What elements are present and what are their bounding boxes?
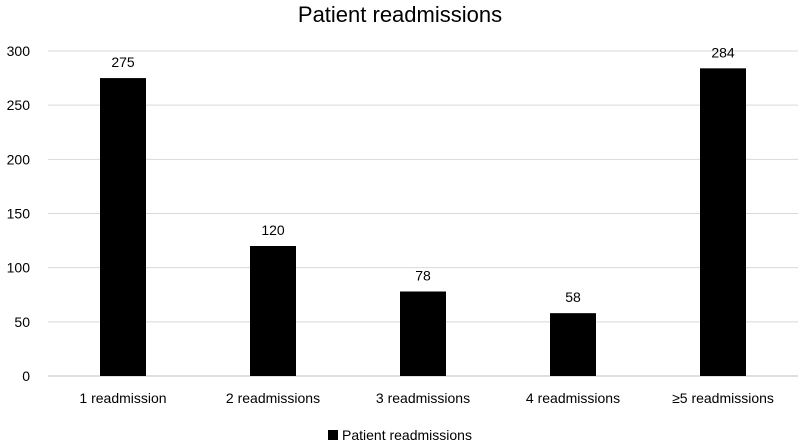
bar — [550, 313, 596, 376]
x-tick-label: ≥5 readmissions — [672, 390, 774, 406]
chart-title: Patient readmissions — [298, 2, 502, 27]
x-axis-ticks: 1 readmission 2 readmissions 3 readmission… — [79, 390, 774, 406]
bar-value-label: 284 — [711, 44, 735, 60]
bar — [250, 246, 296, 376]
x-tick-label: 3 readmissions — [376, 390, 470, 406]
gridlines — [48, 50, 798, 377]
data-labels: 275 120 78 58 284 — [111, 44, 735, 305]
y-tick-label: 100 — [7, 260, 31, 276]
bar — [400, 291, 446, 376]
bar-value-label: 120 — [261, 222, 285, 238]
bar — [100, 78, 146, 376]
y-axis-ticks: 0 50 100 150 200 250 300 — [7, 43, 31, 384]
y-tick-label: 200 — [7, 151, 31, 167]
x-tick-label: 4 readmissions — [526, 390, 620, 406]
bars — [100, 68, 746, 376]
y-tick-label: 50 — [14, 314, 30, 330]
bar-value-label: 275 — [111, 54, 135, 70]
y-tick-label: 150 — [7, 206, 31, 222]
y-tick-label: 300 — [7, 43, 31, 59]
bar-value-label: 58 — [565, 289, 581, 305]
y-tick-label: 0 — [22, 368, 30, 384]
bar — [700, 68, 746, 376]
legend: Patient readmissions — [328, 427, 472, 443]
legend-swatch — [328, 430, 338, 440]
legend-label: Patient readmissions — [342, 427, 472, 443]
x-tick-label: 1 readmission — [79, 390, 166, 406]
bar-value-label: 78 — [415, 268, 431, 284]
x-tick-label: 2 readmissions — [226, 390, 320, 406]
y-tick-label: 250 — [7, 97, 31, 113]
